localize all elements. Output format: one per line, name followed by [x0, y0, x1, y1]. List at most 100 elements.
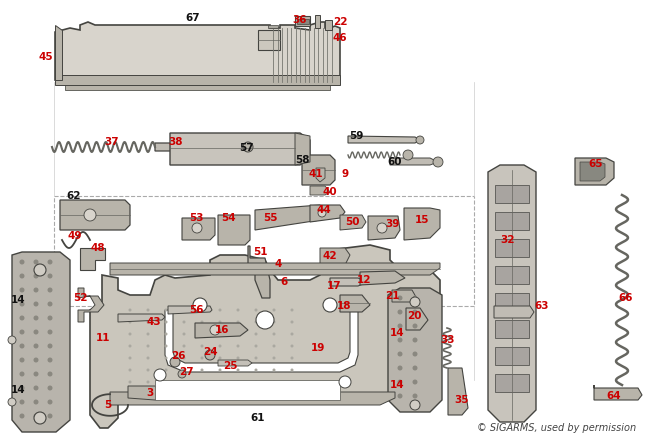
Text: 56: 56	[189, 305, 203, 315]
Circle shape	[237, 381, 240, 384]
Circle shape	[154, 369, 166, 381]
Text: 52: 52	[73, 293, 87, 303]
Text: 32: 32	[501, 235, 515, 245]
Text: 41: 41	[308, 169, 323, 179]
Circle shape	[165, 332, 167, 335]
Polygon shape	[60, 200, 130, 230]
Polygon shape	[494, 306, 534, 318]
Polygon shape	[325, 20, 332, 30]
Circle shape	[413, 393, 417, 399]
Circle shape	[34, 385, 38, 390]
Bar	[495, 212, 529, 230]
Circle shape	[410, 400, 420, 410]
Circle shape	[47, 274, 52, 278]
Polygon shape	[168, 306, 212, 314]
Circle shape	[47, 259, 52, 264]
Circle shape	[397, 351, 402, 357]
Polygon shape	[155, 143, 248, 151]
Circle shape	[397, 324, 402, 328]
Text: 33: 33	[441, 335, 456, 345]
Polygon shape	[315, 15, 320, 28]
Circle shape	[165, 344, 167, 347]
Polygon shape	[90, 245, 440, 428]
Polygon shape	[340, 215, 366, 230]
Bar	[54, 196, 474, 306]
Polygon shape	[406, 308, 428, 330]
Circle shape	[273, 392, 275, 396]
Text: 4: 4	[274, 259, 282, 269]
Circle shape	[183, 357, 185, 359]
Circle shape	[218, 309, 222, 312]
Text: 11: 11	[96, 333, 110, 343]
Circle shape	[237, 309, 240, 312]
Circle shape	[34, 274, 38, 278]
Circle shape	[200, 320, 203, 324]
Polygon shape	[295, 16, 310, 26]
Circle shape	[413, 366, 417, 370]
Circle shape	[290, 381, 294, 384]
Text: 19: 19	[311, 343, 325, 353]
Circle shape	[323, 298, 337, 312]
Circle shape	[218, 344, 222, 347]
Polygon shape	[580, 162, 605, 181]
Circle shape	[255, 369, 257, 371]
Text: 12: 12	[357, 275, 371, 285]
Polygon shape	[448, 368, 468, 415]
Circle shape	[218, 381, 222, 384]
Text: 3: 3	[146, 388, 154, 398]
Text: 51: 51	[253, 247, 267, 257]
Circle shape	[397, 393, 402, 399]
Text: 55: 55	[262, 213, 277, 223]
Polygon shape	[55, 25, 62, 80]
Circle shape	[237, 357, 240, 359]
Circle shape	[165, 309, 167, 312]
Circle shape	[47, 301, 52, 306]
Circle shape	[273, 369, 275, 371]
Circle shape	[128, 369, 132, 371]
Circle shape	[19, 371, 25, 377]
Circle shape	[290, 392, 294, 396]
Circle shape	[19, 316, 25, 320]
Polygon shape	[594, 385, 642, 400]
Circle shape	[19, 358, 25, 362]
Text: 58: 58	[295, 155, 309, 165]
Text: 37: 37	[105, 137, 119, 147]
Circle shape	[165, 392, 167, 396]
Bar	[495, 374, 529, 392]
Circle shape	[19, 385, 25, 390]
Circle shape	[237, 369, 240, 371]
Circle shape	[397, 338, 402, 343]
Circle shape	[255, 332, 257, 335]
Bar	[495, 266, 529, 284]
Polygon shape	[170, 133, 310, 165]
Circle shape	[200, 344, 203, 347]
Circle shape	[34, 343, 38, 348]
Circle shape	[47, 371, 52, 377]
Circle shape	[183, 332, 185, 335]
Text: 35: 35	[455, 395, 469, 405]
Circle shape	[19, 301, 25, 306]
Text: 49: 49	[68, 231, 82, 241]
Circle shape	[218, 357, 222, 359]
Text: 61: 61	[251, 413, 265, 423]
Bar	[495, 293, 529, 311]
Circle shape	[165, 357, 167, 359]
Circle shape	[413, 296, 417, 301]
Circle shape	[34, 412, 46, 424]
Circle shape	[397, 366, 402, 370]
Circle shape	[255, 381, 257, 384]
Text: 45: 45	[39, 52, 53, 62]
Circle shape	[19, 343, 25, 348]
Circle shape	[34, 371, 38, 377]
Polygon shape	[368, 216, 400, 240]
Circle shape	[8, 336, 16, 344]
Circle shape	[34, 358, 38, 362]
Polygon shape	[268, 25, 278, 28]
Circle shape	[413, 309, 417, 315]
Text: 59: 59	[349, 131, 363, 141]
Circle shape	[8, 398, 16, 406]
Circle shape	[397, 380, 402, 385]
Polygon shape	[248, 246, 270, 298]
Circle shape	[47, 316, 52, 320]
Circle shape	[256, 311, 274, 329]
